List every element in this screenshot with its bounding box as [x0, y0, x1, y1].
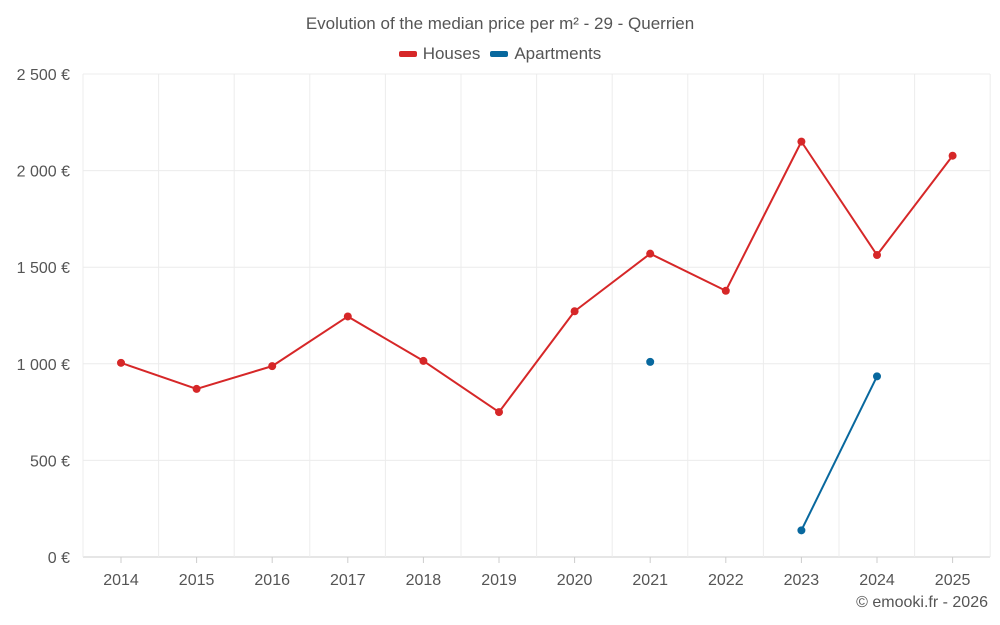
data-point-houses-2014 [117, 358, 125, 367]
legend-swatch-apartments [490, 51, 509, 57]
data-point-houses-2015 [192, 384, 201, 393]
x-tick-label: 2016 [254, 572, 290, 589]
x-tick-label: 2019 [481, 572, 517, 589]
legend-item-houses[interactable]: Houses [398, 44, 481, 64]
y-tick-label: 1 500 € [17, 260, 70, 277]
data-point-houses-2020 [570, 307, 579, 316]
y-tick-label: 1 000 € [17, 357, 70, 374]
y-tick-label: 2 000 € [17, 164, 70, 181]
data-point-houses-2021 [646, 249, 655, 258]
data-point-houses-2023 [797, 137, 806, 146]
x-tick-label: 2017 [330, 572, 366, 589]
x-tick-label: 2021 [632, 572, 668, 589]
series-line-apartments [800, 375, 878, 531]
x-tick-label: 2022 [708, 572, 744, 589]
data-point-apartments-2021 [646, 357, 655, 366]
x-tick-label: 2023 [784, 572, 820, 589]
legend-swatch-houses [398, 51, 417, 57]
data-point-houses-2016 [268, 362, 277, 371]
data-point-houses-2022 [721, 286, 730, 295]
credit-text: © emooki.fr - 2026 [856, 594, 988, 611]
x-tick-label: 2018 [406, 572, 442, 589]
legend-item-apartments[interactable]: Apartments [490, 44, 601, 64]
data-point-houses-2024 [873, 251, 881, 260]
data-point-houses-2019 [495, 408, 503, 417]
x-tick-label: 2015 [179, 572, 215, 589]
x-tick-label: 2025 [935, 572, 971, 589]
y-tick-label: 2 500 € [17, 67, 70, 84]
y-tick-label: 500 € [30, 453, 70, 470]
x-tick-label: 2014 [103, 572, 139, 589]
data-point-houses-2017 [343, 312, 352, 321]
x-tick-label: 2020 [557, 572, 593, 589]
y-tick-label: 0 € [48, 550, 70, 567]
x-tick-label: 2024 [859, 572, 895, 589]
chart-title: Evolution of the median price per m² - 2… [305, 14, 695, 33]
data-point-apartments-2024 [873, 372, 881, 381]
series-line-houses [120, 140, 954, 414]
data-point-houses-2018 [419, 356, 428, 365]
legend: Houses Apartments [0, 44, 1000, 64]
data-point-houses-2025 [948, 151, 957, 160]
legend-label-houses: Houses [422, 44, 481, 63]
data-point-apartments-2023 [797, 526, 806, 535]
legend-label-apartments: Apartments [514, 44, 602, 63]
